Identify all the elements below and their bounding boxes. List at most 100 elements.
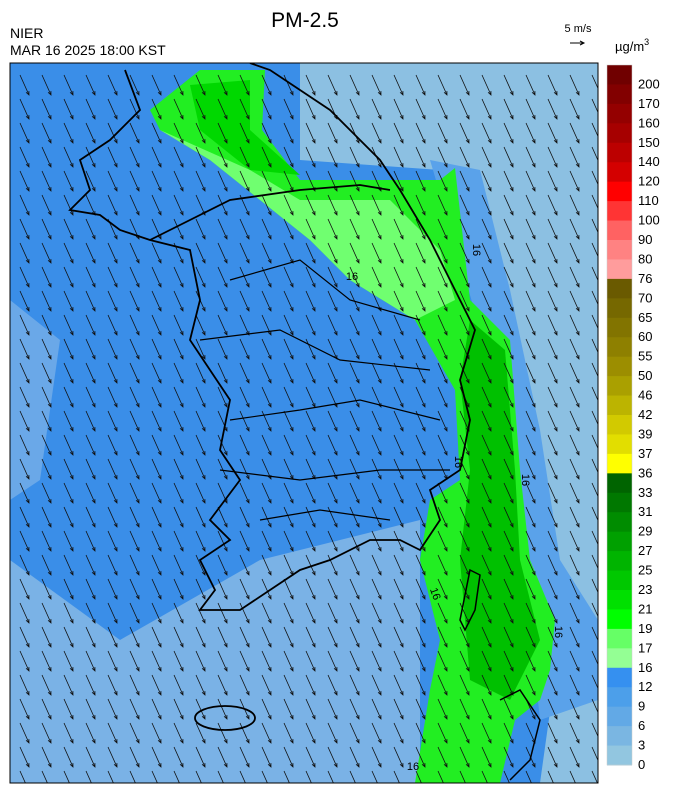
colorbar-label: 0	[638, 757, 645, 772]
wind-arrow	[151, 482, 162, 504]
wind-arrow	[415, 122, 426, 144]
wind-arrow	[547, 290, 558, 312]
wind-arrow	[261, 434, 272, 456]
wind-arrow	[393, 338, 404, 360]
wind-arrow	[591, 626, 598, 645]
wind-arrow	[569, 314, 580, 336]
wind-arrow	[349, 698, 360, 720]
wind-arrow	[19, 674, 30, 696]
wind-arrow	[459, 98, 470, 120]
wind-arrow	[41, 74, 52, 96]
wind-arrow	[547, 650, 558, 672]
wind-arrow	[283, 746, 294, 768]
wind-arrow	[261, 674, 272, 696]
wind-arrow	[129, 266, 140, 288]
wind-arrow	[327, 506, 338, 528]
wind-arrow	[173, 314, 184, 336]
wind-arrow	[525, 410, 536, 432]
pm-area	[150, 70, 555, 783]
wind-arrow	[151, 98, 162, 120]
wind-arrow	[481, 746, 492, 768]
wind-arrow	[525, 386, 536, 408]
wind-arrow	[349, 458, 360, 480]
wind-arrow	[371, 266, 382, 288]
wind-arrow	[525, 650, 536, 672]
colorbar-segment	[607, 473, 632, 494]
wind-arrow	[107, 170, 118, 192]
wind-arrow	[503, 362, 514, 384]
wind-arrow	[349, 554, 360, 576]
wind-arrow	[503, 698, 514, 720]
wind-arrows	[19, 74, 598, 783]
wind-arrow	[393, 482, 404, 504]
wind-arrow	[151, 674, 162, 696]
unit: µg/m3	[615, 37, 649, 54]
wind-arrow	[283, 146, 294, 168]
wind-arrow	[195, 722, 206, 744]
wind-arrow	[349, 242, 360, 264]
wind-arrow	[459, 506, 470, 528]
colorbar-segment	[607, 687, 632, 708]
wind-arrow	[503, 218, 514, 240]
colorbar-label: 60	[638, 329, 652, 344]
wind-arrow	[415, 722, 426, 744]
wind-arrow	[63, 410, 74, 432]
wind-arrow	[195, 74, 206, 96]
wind-arrow	[129, 170, 140, 192]
wind-arrow	[503, 482, 514, 504]
wind-arrow	[217, 746, 228, 768]
colorbar-label: 200	[638, 76, 660, 91]
wind-arrow	[173, 146, 184, 168]
wind-arrow	[349, 362, 360, 384]
wind-arrow	[547, 122, 558, 144]
colorbar-segment	[607, 726, 632, 747]
wind-arrow	[437, 578, 448, 600]
wind-arrow	[261, 626, 272, 648]
wind-arrow	[459, 170, 470, 192]
wind-arrow	[151, 314, 162, 336]
wind-arrow	[327, 674, 338, 696]
colorbar-segment	[607, 395, 632, 416]
wind-arrow	[349, 506, 360, 528]
wind-arrow	[63, 266, 74, 288]
light-area	[10, 520, 420, 783]
colorbar-segment	[607, 220, 632, 241]
colorbar-segment	[607, 162, 632, 183]
colorbar-label: 150	[638, 135, 660, 150]
wind-arrow	[173, 122, 184, 144]
wind-arrow	[547, 266, 558, 288]
wind-arrow	[173, 722, 184, 744]
wind-arrow	[569, 674, 580, 696]
wind-arrow	[525, 266, 536, 288]
wind-arrow	[547, 482, 558, 504]
wind-arrow	[195, 386, 206, 408]
wind-arrow	[129, 650, 140, 672]
wind-arrow	[129, 506, 140, 528]
wind-arrow	[63, 602, 74, 624]
wind-arrow	[437, 506, 448, 528]
colorbar-segment	[607, 551, 632, 572]
wind-arrow	[525, 338, 536, 360]
wind-arrow	[305, 554, 316, 576]
wind-arrow	[85, 74, 96, 96]
wind-arrow	[107, 242, 118, 264]
wind-arrow	[195, 98, 206, 120]
wind-arrow	[239, 770, 246, 783]
wind-arrow	[371, 650, 382, 672]
wind-arrow	[327, 626, 338, 648]
wind-arrow	[525, 602, 536, 624]
wind-arrow	[437, 698, 448, 720]
wind-arrow	[459, 746, 470, 768]
wind-arrow	[151, 410, 162, 432]
wind-arrow	[305, 698, 316, 720]
wind-arrow	[195, 746, 206, 768]
wind-arrow	[415, 698, 426, 720]
colorbar-segment	[607, 512, 632, 533]
colorbar-segment	[607, 123, 632, 144]
wind-arrow	[239, 482, 250, 504]
wind-arrow	[129, 698, 140, 720]
wind-arrow	[63, 722, 74, 744]
colorbar-label: 160	[638, 115, 660, 130]
colorbar-label: 50	[638, 368, 652, 383]
wind-arrow	[261, 170, 272, 192]
